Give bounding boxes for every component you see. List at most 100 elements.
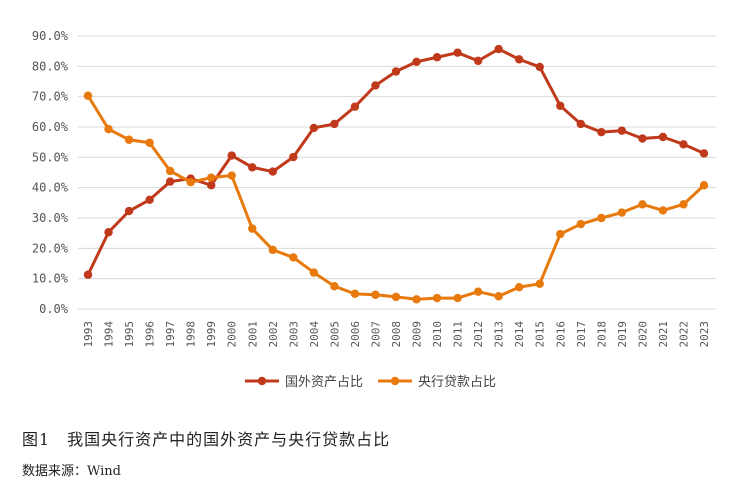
data-source-note: 数据来源：Wind — [22, 464, 121, 479]
data-point — [453, 293, 462, 303]
data-point — [289, 152, 298, 162]
data-point — [83, 270, 93, 279]
series-line-1 — [86, 47, 705, 276]
data-point — [227, 151, 236, 160]
data-point — [658, 206, 668, 215]
y-tick-label: 40.0% — [32, 181, 69, 195]
x-tick-label: 2012 — [472, 321, 485, 348]
x-tick-label: 2016 — [554, 321, 567, 348]
x-tick-label: 2000 — [226, 321, 239, 348]
data-point — [658, 132, 668, 142]
y-tick-label: 0.0% — [39, 302, 69, 316]
legend-label: 国外资产占比 — [285, 375, 363, 390]
data-point — [494, 292, 503, 301]
x-tick-label: 2018 — [595, 321, 608, 348]
x-tick-label: 1998 — [185, 321, 198, 348]
data-point — [473, 56, 483, 66]
y-tick-label: 60.0% — [32, 120, 69, 134]
data-point — [494, 44, 503, 54]
data-point — [412, 57, 421, 66]
x-tick-label: 2004 — [308, 321, 321, 348]
data-point — [145, 195, 154, 204]
x-tick-label: 2010 — [431, 321, 444, 348]
data-point — [638, 200, 647, 209]
data-point — [453, 48, 462, 57]
x-tick-label: 2013 — [493, 321, 506, 348]
legend-swatch-marker — [390, 376, 400, 386]
data-point — [473, 287, 483, 296]
data-point — [576, 219, 585, 229]
data-point — [330, 119, 339, 129]
legend-label: 央行贷款占比 — [418, 375, 496, 390]
data-point — [268, 245, 277, 255]
x-tick-label: 2002 — [267, 321, 280, 348]
x-tick-label: 2017 — [575, 321, 588, 348]
series-line-2 — [86, 94, 706, 301]
data-point — [248, 163, 257, 172]
data-point — [515, 282, 524, 292]
data-point — [227, 171, 236, 180]
data-point — [207, 173, 216, 182]
x-tick-label: 2003 — [287, 321, 300, 348]
data-point — [699, 181, 709, 190]
data-point — [165, 177, 175, 186]
data-point — [638, 134, 647, 143]
data-point — [248, 224, 257, 233]
y-tick-label: 70.0% — [32, 90, 69, 104]
x-tick-label: 2007 — [369, 321, 382, 348]
x-tick-label: 2009 — [411, 321, 424, 348]
x-tick-label: 2021 — [657, 321, 670, 348]
data-point — [371, 290, 380, 299]
x-tick-label: 1995 — [123, 321, 136, 348]
data-point — [289, 253, 298, 262]
data-point — [597, 127, 606, 137]
x-tick-label: 1996 — [144, 321, 157, 348]
data-point — [124, 206, 134, 216]
x-tick-label: 2014 — [513, 321, 526, 348]
data-point — [617, 208, 627, 217]
x-tick-label: 2020 — [636, 321, 649, 348]
data-point — [165, 166, 175, 176]
data-point — [391, 292, 401, 302]
y-tick-label: 90.0% — [32, 29, 69, 43]
figure-caption: 图1 我国央行资产中的国外资产与央行贷款占比 — [22, 430, 391, 449]
data-point — [432, 53, 442, 62]
data-point — [145, 138, 154, 147]
data-point — [350, 289, 360, 299]
y-tick-label: 30.0% — [32, 211, 69, 225]
data-point — [617, 126, 627, 135]
x-tick-label: 2005 — [328, 321, 341, 348]
x-tick-label: 2015 — [534, 321, 547, 348]
x-tick-label: 2022 — [677, 321, 690, 348]
data-point — [124, 135, 134, 144]
data-point — [309, 123, 319, 133]
y-tick-label: 20.0% — [32, 241, 69, 255]
x-tick-label: 1994 — [103, 321, 116, 348]
data-point — [309, 268, 319, 277]
x-tick-label: 1997 — [164, 321, 177, 348]
x-tick-label: 2008 — [390, 321, 403, 348]
data-point — [186, 178, 195, 187]
data-point — [207, 181, 216, 190]
data-point — [556, 229, 565, 239]
y-tick-label: 50.0% — [32, 150, 69, 164]
data-point — [391, 67, 401, 76]
data-point — [679, 140, 688, 149]
data-point — [412, 295, 421, 304]
data-point — [535, 62, 544, 72]
data-point — [350, 102, 360, 111]
data-point — [515, 55, 524, 64]
data-point — [83, 91, 93, 100]
x-tick-label: 2011 — [452, 321, 465, 348]
x-tick-label: 1993 — [82, 321, 95, 348]
data-point — [576, 119, 585, 129]
x-tick-label: 2006 — [349, 321, 362, 348]
data-point — [104, 124, 113, 134]
x-tick-label: 2023 — [698, 321, 711, 348]
x-tick-label: 2001 — [246, 321, 259, 348]
data-point — [330, 282, 339, 291]
x-tick-label: 2019 — [616, 321, 629, 348]
data-point — [556, 101, 565, 110]
data-point — [371, 81, 380, 90]
line-chart: 0.0% 10.0% 20.0% 30.0% 40.0% 50.0% 60.0% 70.0% 8… — [32, 29, 716, 390]
